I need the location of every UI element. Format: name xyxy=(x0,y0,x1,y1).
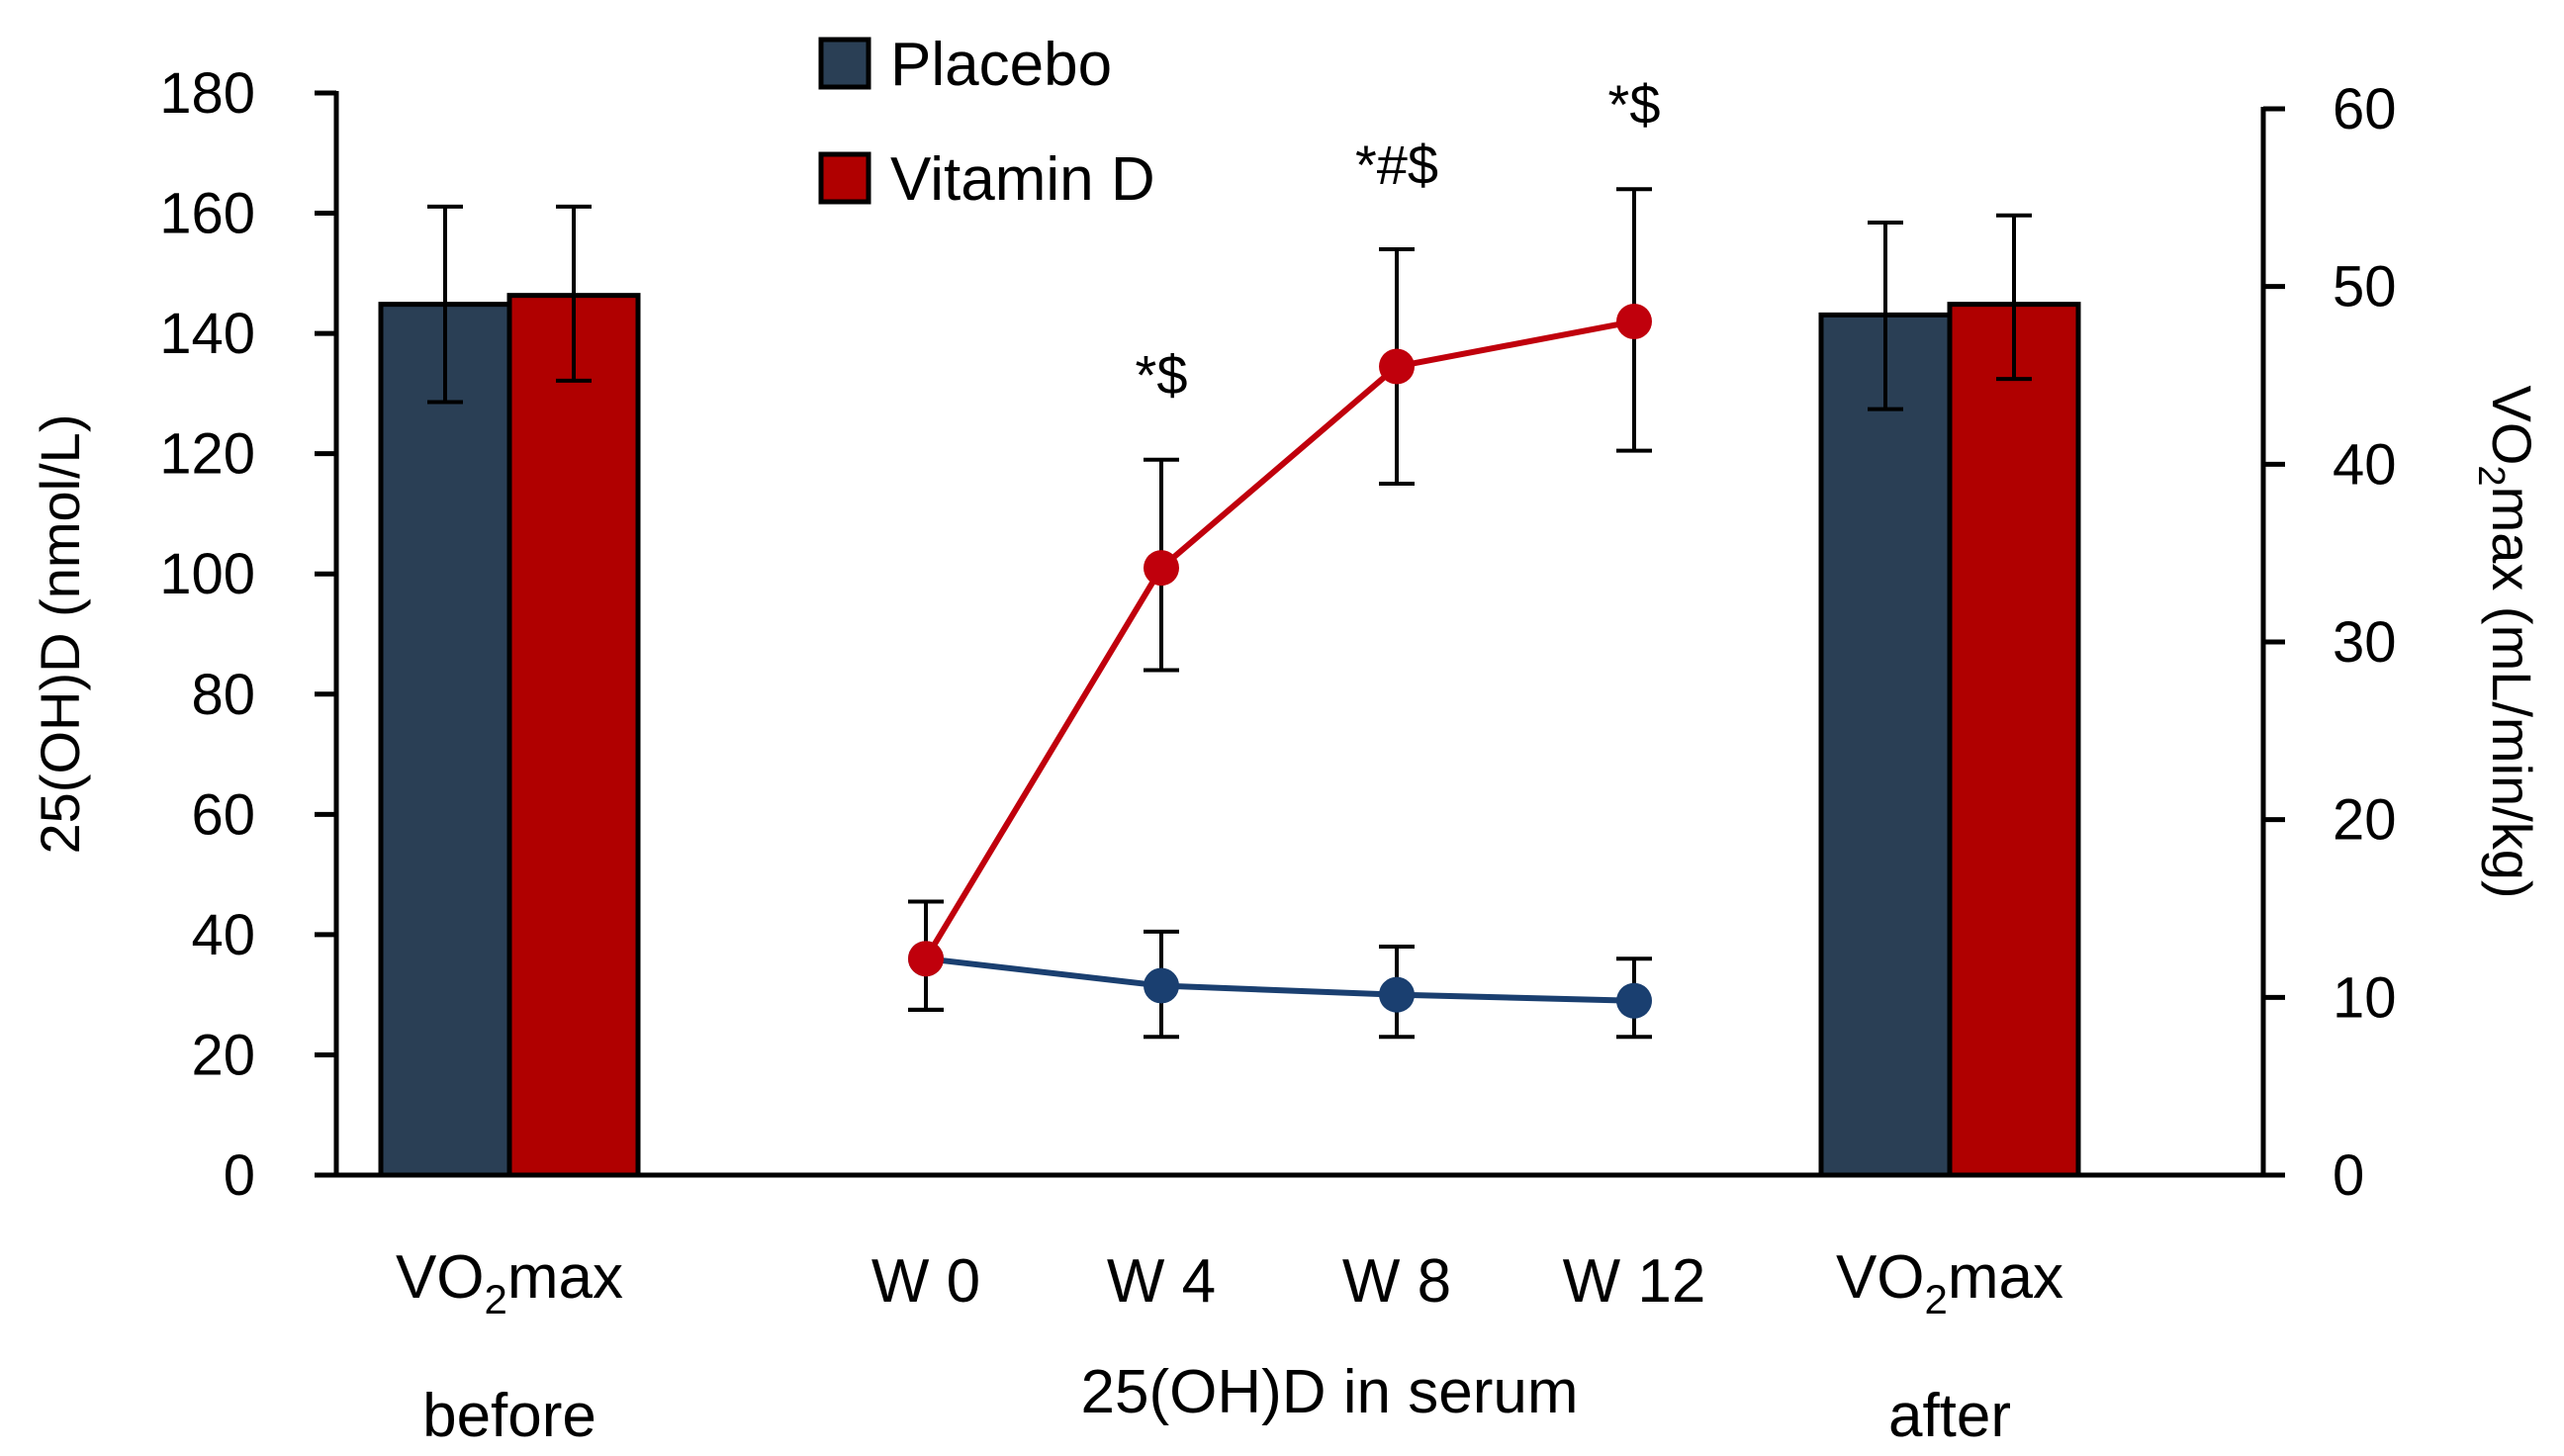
line-point-vitamin-d xyxy=(1616,303,1652,339)
line-vitamin-d xyxy=(923,318,1635,960)
significance-annotation: *$ xyxy=(1136,344,1188,407)
line-category-label: W 8 xyxy=(1342,1247,1451,1316)
bar-group-label-sub: 2 xyxy=(1925,1276,1948,1322)
bar-group-label-main: VO xyxy=(396,1243,485,1312)
legend-label: Placebo xyxy=(890,31,1112,99)
left-tick-label: 140 xyxy=(159,302,255,366)
right-tick-label: 10 xyxy=(2333,965,2397,1030)
line-category-label: W 12 xyxy=(1563,1247,1706,1316)
line-point-vitamin-d xyxy=(908,941,944,977)
right-tick-label: 60 xyxy=(2333,77,2397,141)
bar-group-label: VO2max xyxy=(396,1243,623,1322)
left-axis-label: 25(OH)D (nmol/L) xyxy=(29,414,91,855)
line-category-label: W 4 xyxy=(1107,1247,1216,1316)
significance-annotation: *$ xyxy=(1608,73,1661,136)
bar-group-label-suffix: max xyxy=(507,1243,623,1312)
line-point-placebo xyxy=(1144,967,1179,1004)
left-tick-label: 40 xyxy=(191,903,255,967)
bar-vitamin-d xyxy=(1947,302,2081,1178)
left-tick-label: 0 xyxy=(224,1143,255,1208)
right-axis-label-sub: 2 xyxy=(2470,465,2512,486)
right-tick-label: 20 xyxy=(2333,788,2397,853)
legend-label: Vitamin D xyxy=(890,145,1155,214)
line-category-label: W 0 xyxy=(871,1247,980,1316)
bar-group-label-sub: 2 xyxy=(485,1276,507,1322)
bar-group-label-suffix: max xyxy=(1948,1243,2063,1312)
right-axis-label: VO2max (mL/min/kg) xyxy=(2470,386,2543,899)
legend-swatch xyxy=(818,151,871,205)
right-tick-label: 40 xyxy=(2333,432,2397,497)
bar-placebo xyxy=(378,302,512,1178)
bar-placebo xyxy=(1818,312,1953,1178)
left-tick-label: 60 xyxy=(191,782,255,847)
bar-group-label-line2: before xyxy=(422,1382,596,1450)
right-axis-label-suffix: max (mL/min/kg) xyxy=(2481,487,2543,899)
bar-group-label-line2: after xyxy=(1888,1382,2011,1450)
line-point-placebo xyxy=(1616,982,1652,1019)
left-tick-label: 100 xyxy=(159,542,255,606)
left-tick-label: 160 xyxy=(159,182,255,246)
right-tick-label: 30 xyxy=(2333,610,2397,675)
legend-swatch xyxy=(818,37,871,90)
bar-group-label: VO2max xyxy=(1836,1243,2063,1322)
left-tick-label: 180 xyxy=(159,61,255,126)
line-axis-label: 25(OH)D in serum xyxy=(1081,1358,1579,1426)
right-axis-label-prefix: VO xyxy=(2481,386,2543,466)
bar-vitamin-d xyxy=(506,293,641,1178)
right-tick-label: 50 xyxy=(2333,255,2397,319)
left-tick-label: 120 xyxy=(159,422,255,487)
line-point-placebo xyxy=(1379,976,1415,1013)
right-tick-label: 0 xyxy=(2333,1143,2364,1208)
line-point-vitamin-d xyxy=(1144,550,1179,587)
left-tick-label: 20 xyxy=(191,1023,255,1087)
line-placebo xyxy=(925,956,1635,1004)
line-point-vitamin-d xyxy=(1379,348,1415,385)
significance-annotation: *#$ xyxy=(1355,134,1438,196)
bar-group-label-main: VO xyxy=(1836,1243,1925,1312)
left-tick-label: 80 xyxy=(191,663,255,727)
